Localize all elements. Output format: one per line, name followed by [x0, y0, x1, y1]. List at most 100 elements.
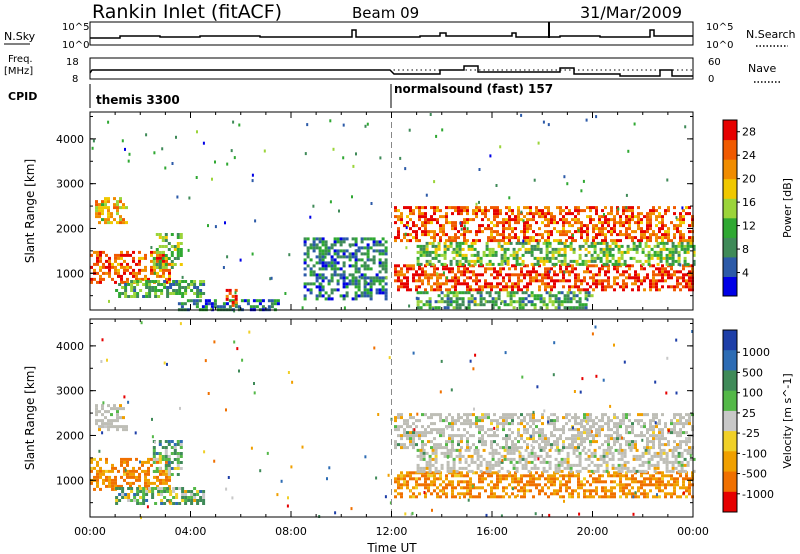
echo-cell: [156, 259, 159, 263]
echo-cell: [472, 218, 475, 222]
echo-cell: [638, 241, 642, 245]
echo-cell: [677, 256, 681, 260]
echo-cell: [115, 496, 119, 499]
echo-cell: [487, 474, 490, 478]
echo-cell: [644, 451, 648, 455]
echo-cell: [580, 422, 583, 426]
echo-cell: [202, 292, 206, 295]
echo-cell: [595, 209, 598, 213]
echo-cell: [571, 212, 574, 216]
echo-cell: [315, 279, 319, 283]
echo-cell: [577, 212, 580, 216]
echo-cell: [460, 486, 463, 490]
echo-cell: [542, 120, 545, 124]
echo-cell: [354, 291, 358, 295]
echo-cell: [560, 247, 564, 251]
echo-cell: [306, 255, 310, 259]
echo-cell: [560, 448, 564, 452]
echo-cell: [658, 443, 661, 447]
echo-cell: [249, 305, 253, 309]
echo-cell: [671, 448, 675, 452]
echo-cell: [478, 209, 481, 213]
echo-cell: [634, 446, 637, 450]
echo-cell: [532, 279, 535, 283]
echo-cell: [559, 270, 562, 274]
echo-cell: [520, 434, 523, 438]
echo-cell: [457, 419, 460, 423]
echo-cell: [530, 244, 534, 248]
echo-cell: [680, 451, 684, 455]
echo-cell: [155, 452, 159, 455]
echo-cell: [162, 253, 165, 257]
echo-cell: [500, 460, 504, 464]
echo-cell: [616, 267, 619, 271]
echo-cell: [152, 452, 156, 455]
echo-cell: [464, 256, 468, 260]
echo-cell: [550, 288, 553, 292]
echo-cell: [593, 469, 597, 473]
echo-cell: [254, 219, 257, 223]
echo-cell: [318, 240, 322, 244]
echo-cell: [574, 276, 577, 280]
echo-cell: [460, 273, 463, 277]
echo-cell: [99, 250, 102, 254]
echo-cell: [634, 221, 637, 225]
echo-cell: [568, 446, 571, 450]
echo-cell: [318, 267, 322, 271]
echo-cell: [625, 492, 628, 496]
echo-cell: [520, 489, 523, 493]
echo-cell: [145, 295, 149, 298]
echo-cell: [181, 295, 185, 298]
echo-cell: [478, 440, 481, 444]
echo-cell: [598, 446, 601, 450]
echo-cell: [679, 221, 682, 225]
echo-cell: [167, 467, 171, 470]
echo-cell: [476, 463, 480, 467]
echo-cell: [539, 259, 543, 263]
echo-cell: [190, 493, 194, 496]
echo-cell: [535, 276, 538, 280]
echo-cell: [342, 252, 346, 256]
echo-cell: [565, 218, 568, 222]
echo-cell: [557, 466, 561, 470]
echo-cell: [460, 474, 463, 478]
echo-cell: [670, 422, 673, 426]
echo-cell: [469, 480, 472, 484]
echo-cell: [686, 241, 690, 245]
echo-cell: [500, 244, 504, 248]
echo-cell: [610, 233, 613, 237]
echo-cell: [521, 466, 525, 470]
echo-cell: [173, 449, 177, 452]
echo-cell: [643, 477, 646, 481]
echo-cell: [512, 451, 516, 455]
echo-cell: [593, 259, 597, 263]
echo-cell: [613, 239, 616, 243]
echo-cell: [415, 483, 418, 487]
echo-cell: [455, 241, 459, 245]
echo-cell: [676, 413, 679, 417]
echo-cell: [631, 264, 634, 268]
echo-cell: [469, 489, 472, 493]
echo-cell: [638, 244, 642, 248]
echo-cell: [363, 261, 367, 265]
echo-cell: [276, 299, 280, 303]
echo-cell: [544, 224, 547, 228]
echo-cell: [105, 484, 108, 488]
echo-cell: [521, 259, 525, 263]
echo-cell: [574, 434, 577, 438]
echo-cell: [557, 303, 561, 307]
echo-cell: [655, 209, 658, 213]
echo-cell: [484, 227, 487, 231]
echo-cell: [470, 457, 474, 461]
echo-cell: [394, 209, 397, 213]
echo-cell: [123, 265, 126, 269]
echo-cell: [104, 206, 107, 210]
echo-cell: [646, 273, 649, 277]
echo-cell: [574, 282, 577, 286]
echo-cell: [490, 221, 493, 225]
echo-cell: [354, 261, 358, 265]
echo-cell: [124, 289, 128, 292]
echo-cell: [527, 247, 531, 251]
echo-cell: [436, 272, 439, 276]
